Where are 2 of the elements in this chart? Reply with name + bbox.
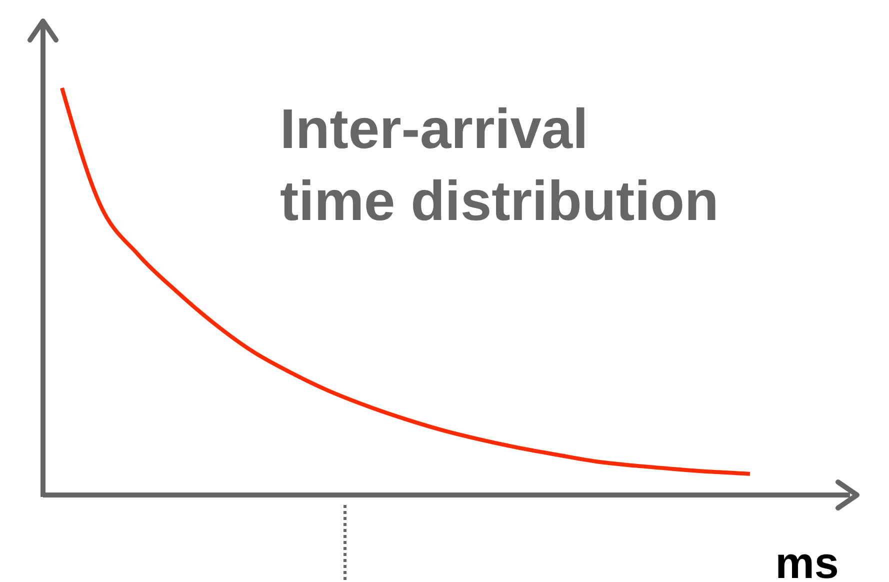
text: Inter-arrival time distribution xyxy=(280,97,719,232)
x-axis-title: ms xyxy=(775,539,839,582)
